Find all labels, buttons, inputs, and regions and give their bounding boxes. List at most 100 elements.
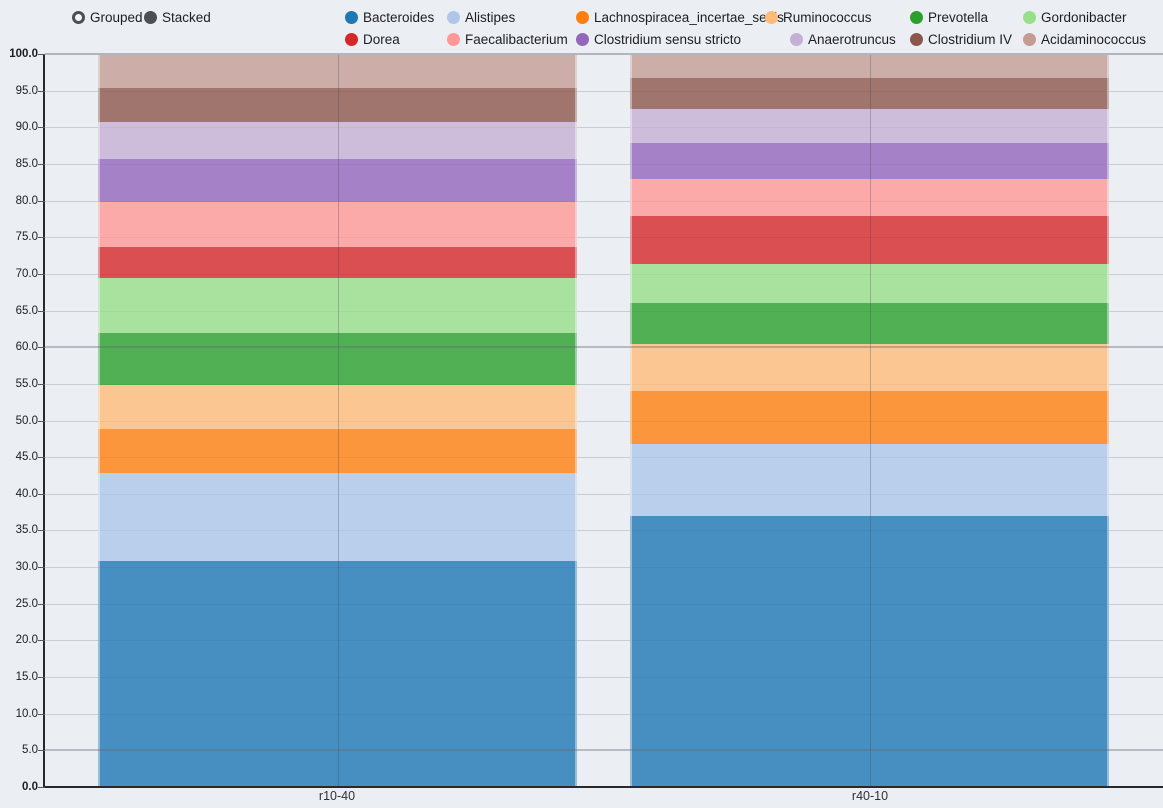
y-tick-mark — [38, 127, 45, 129]
gridline — [45, 90, 1163, 92]
bar-segment-acidaminococcus-r40-10[interactable] — [630, 54, 1109, 79]
legend-item-clostridium-iv[interactable]: Clostridium IV — [910, 31, 1012, 47]
y-tick-mark — [38, 163, 45, 165]
legend-swatch-icon — [1023, 32, 1036, 46]
gridline — [45, 420, 1163, 422]
legend-item-ruminococcus[interactable]: Ruminococcus — [765, 9, 872, 25]
y-tick-label: 95.0 — [15, 84, 38, 97]
y-tick-label: 30.0 — [15, 561, 38, 574]
legend-item-label: Bacteroides — [363, 9, 435, 25]
gridline — [45, 640, 1163, 642]
legend-swatch-icon — [576, 10, 589, 24]
gridline — [45, 603, 1163, 605]
bar-segment-alistipes-r40-10[interactable] — [630, 443, 1109, 516]
legend-item-alistipes[interactable]: Alistipes — [447, 9, 515, 25]
y-tick-mark — [38, 383, 45, 385]
legend-swatch-icon — [447, 32, 460, 46]
y-tick-mark — [38, 310, 45, 312]
bar-subdivider — [869, 54, 871, 787]
legend-item-gordonibacter[interactable]: Gordonibacter — [1023, 9, 1127, 25]
y-tick-label: 65.0 — [15, 304, 38, 317]
y-tick-label: 20.0 — [15, 634, 38, 647]
legend-item-faecalibacterium[interactable]: Faecalibacterium — [447, 31, 568, 47]
bar-segment-dorea-r10-40[interactable] — [98, 246, 577, 278]
gridline — [45, 163, 1163, 165]
x-axis-line — [45, 786, 1163, 788]
gridline — [45, 713, 1163, 715]
bar-segment-bacteroides-r10-40[interactable] — [98, 560, 577, 787]
legend-item-label: Alistipes — [465, 9, 516, 25]
y-tick-mark — [38, 457, 45, 459]
y-tick-mark — [38, 200, 45, 202]
legend-item-label: Clostridium sensu stricto — [594, 31, 742, 47]
legend-item-label: Clostridium IV — [928, 31, 1013, 47]
gridline-emphasized — [45, 749, 1163, 752]
bar-segment-gordonibacter-r40-10[interactable] — [630, 264, 1109, 303]
bar-segment-clostridium-sensu-stricto-r10-40[interactable] — [98, 158, 577, 203]
y-tick-label: 60.0 — [15, 341, 38, 354]
bar-segment-prevotella-r10-40[interactable] — [98, 332, 577, 386]
gridline — [45, 567, 1163, 569]
bar-segment-ruminococcus-r40-10[interactable] — [630, 344, 1109, 392]
bar-segment-gordonibacter-r10-40[interactable] — [98, 277, 577, 333]
gridline — [45, 457, 1163, 459]
x-axis-label-r40-10: r40-10 — [851, 789, 889, 803]
legend-item-label: Gordonibacter — [1041, 9, 1127, 25]
y-tick-label: 80.0 — [15, 194, 38, 207]
legend-item-clostridium-sensu-stricto[interactable]: Clostridium sensu stricto — [576, 31, 741, 47]
legend-item-label: Acidaminococcus — [1041, 31, 1147, 47]
gridline — [45, 200, 1163, 202]
legend-item-prevotella[interactable]: Prevotella — [910, 9, 988, 25]
bar-segment-acidaminococcus-r10-40[interactable] — [98, 54, 577, 89]
radio-selected-icon — [144, 10, 157, 24]
x-axis-labels: r10-40 r40-10 — [45, 789, 1163, 807]
y-tick-mark — [38, 90, 45, 92]
legend-item-acidaminococcus[interactable]: Acidaminococcus — [1023, 31, 1146, 47]
y-tick-label: 40.0 — [15, 487, 38, 500]
gridline-emphasized — [45, 53, 1163, 55]
y-tick-mark — [38, 54, 45, 55]
bar-segment-bacteroides-r40-10[interactable] — [630, 515, 1109, 787]
legend-item-dorea[interactable]: Dorea — [345, 31, 400, 47]
bar-segment-clostridium-iv-r10-40[interactable] — [98, 88, 577, 123]
plot-area: 0.0 5.0 10.0 15.0 20.0 25.0 30.0 35.0 40.0 45.0 50… — [9, 48, 1163, 793]
bar-segment-anaerotruncus-r10-40[interactable] — [98, 122, 577, 159]
bar-segment-ruminococcus-r10-40[interactable] — [98, 385, 577, 430]
bar-segment-anaerotruncus-r40-10[interactable] — [630, 109, 1109, 143]
bar-segment-lachnospiracea-incertae-sedis-r40-10[interactable] — [630, 391, 1109, 444]
y-tick-mark — [38, 530, 45, 532]
radio-unselected-icon — [72, 10, 85, 24]
bar-segment-lachnospiracea-incertae-sedis-r10-40[interactable] — [98, 429, 577, 474]
y-tick-label: 85.0 — [15, 157, 38, 170]
bar-group-r40-10 — [630, 54, 1109, 787]
y-tick-mark — [38, 603, 45, 605]
legend-swatch-icon — [1023, 10, 1036, 24]
legend-item-lachnospiracea-incertae-sedis[interactable]: Lachnospiracea_incertae_sedis — [576, 9, 784, 25]
mode-option-stacked[interactable]: Stacked — [144, 9, 211, 25]
y-tick-mark — [38, 750, 45, 752]
legend-item-label: Lachnospiracea_incertae_sedis — [594, 9, 784, 25]
gridline — [45, 677, 1163, 679]
bar-segment-alistipes-r10-40[interactable] — [98, 473, 577, 561]
gridline — [45, 493, 1163, 495]
y-tick-label: 15.0 — [15, 671, 38, 684]
bar-segment-dorea-r40-10[interactable] — [630, 216, 1109, 265]
gridline — [45, 237, 1163, 239]
bar-segment-faecalibacterium-r10-40[interactable] — [98, 202, 577, 247]
y-tick-label: 50.0 — [15, 414, 38, 427]
legend: Grouped Stacked Bacteroides Alistipes Lachno… — [0, 0, 1163, 52]
bar-segment-clostridium-sensu-stricto-r40-10[interactable] — [630, 142, 1109, 179]
bar-segment-clostridium-iv-r40-10[interactable] — [630, 78, 1109, 109]
mode-option-grouped[interactable]: Grouped — [72, 9, 143, 25]
legend-item-bacteroides[interactable]: Bacteroides — [345, 9, 434, 25]
bar-edge-highlight — [630, 54, 632, 787]
bar-edge-highlight — [575, 54, 577, 787]
bar-segment-faecalibacterium-r40-10[interactable] — [630, 178, 1109, 216]
legend-item-anaerotruncus[interactable]: Anaerotruncus — [790, 31, 896, 47]
y-tick-label: 90.0 — [15, 121, 38, 134]
y-tick-mark — [38, 493, 45, 495]
gridline — [45, 127, 1163, 129]
gridline-emphasized — [45, 346, 1163, 349]
bar-segment-prevotella-r40-10[interactable] — [630, 302, 1109, 345]
